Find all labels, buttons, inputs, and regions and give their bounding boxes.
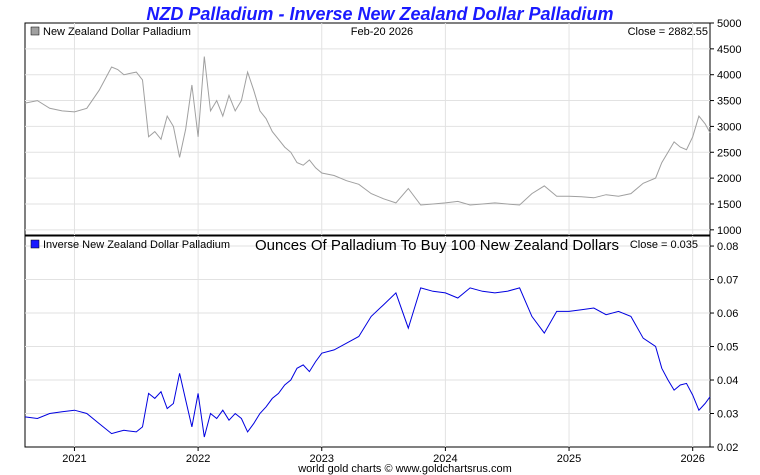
xtick-label-2021: 2021 (62, 453, 86, 465)
bottom-ytick-label: 0.06 (717, 308, 738, 320)
bottom-ytick-label: 0.04 (717, 375, 738, 387)
top-ytick-label: 1000 (717, 225, 741, 237)
xtick-label-2025: 2025 (557, 453, 581, 465)
top-ytick-label: 2500 (717, 147, 741, 159)
top-date-label: Feb-20 2026 (351, 26, 413, 38)
top-y-axis: 1000 1500 2000 2500 3000 3500 4000 4500 5000 (710, 18, 741, 237)
bottom-panel-frame (24, 235, 711, 448)
top-ytick-label: 1500 (717, 199, 741, 211)
bottom-legend-swatch (30, 239, 40, 249)
top-ytick-label: 4000 (717, 70, 741, 82)
top-panel-grid (25, 23, 710, 235)
top-ytick-label: 3500 (717, 96, 741, 108)
xtick-label-2023: 2023 (310, 453, 334, 465)
bottom-ytick-label: 0.03 (717, 409, 738, 421)
top-ytick-label: 2000 (717, 173, 741, 185)
bottom-y-axis: 0.02 0.03 0.04 0.05 0.06 0.07 0.08 (710, 241, 738, 454)
top-legend-label: New Zealand Dollar Palladium (43, 26, 191, 38)
top-ytick-label: 5000 (717, 18, 741, 30)
xtick-label-2022: 2022 (186, 453, 210, 465)
bottom-close-label: Close = 0.035 (630, 239, 698, 251)
bottom-ytick-label: 0.05 (717, 342, 738, 354)
bottom-ytick-label: 0.02 (717, 442, 738, 454)
top-ytick-label: 4500 (717, 44, 741, 56)
top-ytick-label: 3000 (717, 121, 741, 133)
top-legend-swatch (30, 26, 40, 36)
bottom-series-line (24, 287, 711, 438)
xtick-label-2024: 2024 (433, 453, 457, 465)
bottom-subtitle: Ounces Of Palladium To Buy 100 New Zeala… (255, 237, 619, 254)
bottom-ytick-label: 0.07 (717, 275, 738, 287)
top-close-label: Close = 2882.55 (628, 26, 708, 38)
x-axis: 2021 2022 2023 2024 2025 2026 (62, 447, 705, 465)
top-panel-frame (24, 22, 711, 236)
bottom-panel-grid (25, 236, 710, 447)
bottom-ytick-label: 0.08 (717, 241, 738, 253)
chart-title: NZD Palladium - Inverse New Zealand Doll… (146, 4, 613, 24)
bottom-legend-label: Inverse New Zealand Dollar Palladium (43, 239, 230, 251)
xtick-label-2026: 2026 (680, 453, 704, 465)
footer-credit: world gold charts © www.goldchartsrus.co… (297, 463, 512, 475)
top-series-line (24, 56, 711, 206)
